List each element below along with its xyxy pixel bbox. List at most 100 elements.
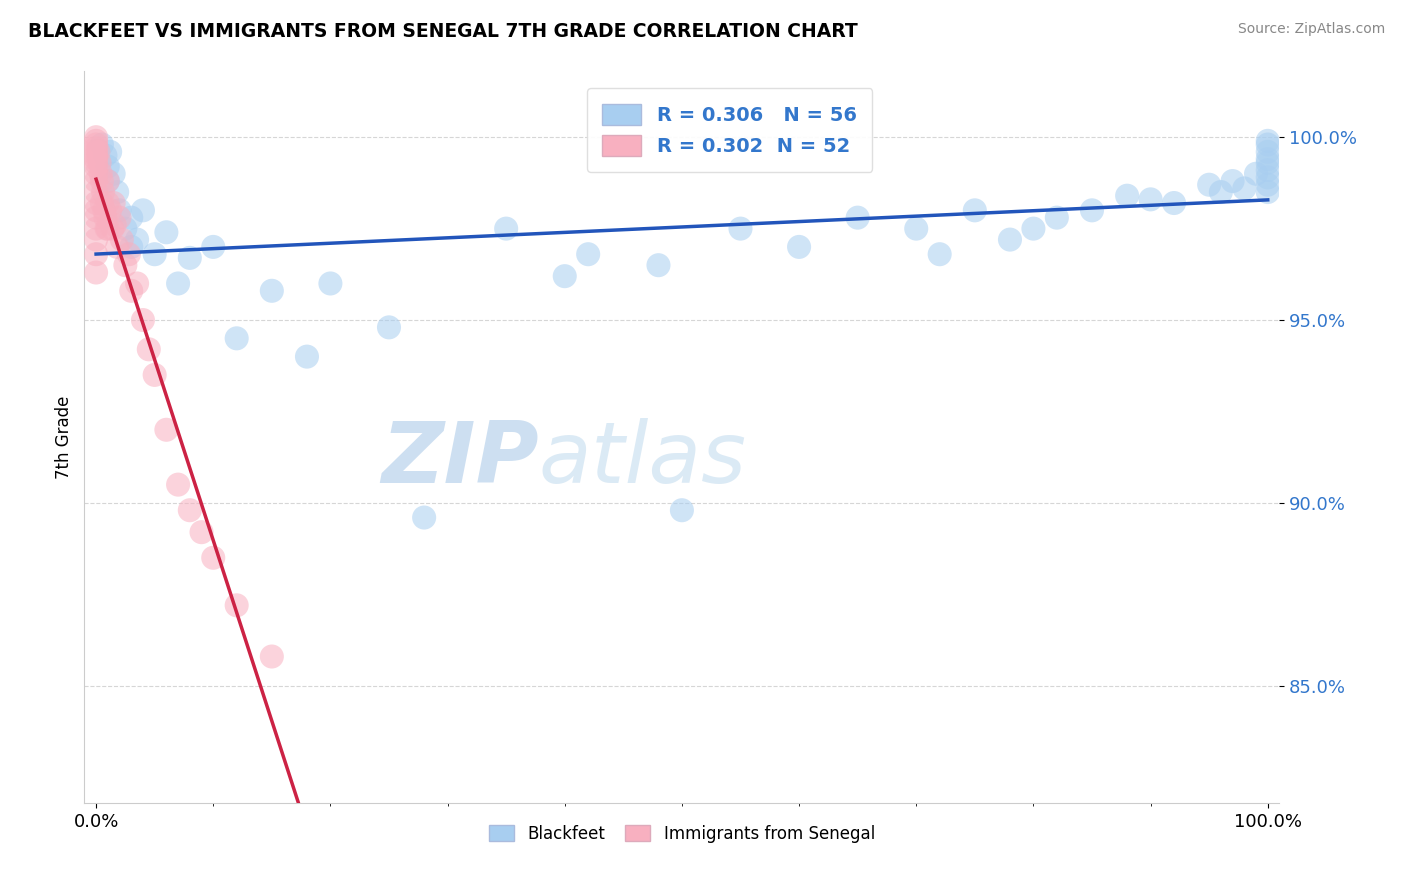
Point bbox=[1257, 178, 1279, 192]
Point bbox=[101, 221, 124, 235]
Point bbox=[202, 240, 225, 254]
Point bbox=[1198, 178, 1220, 192]
Point bbox=[1257, 163, 1279, 178]
Point bbox=[84, 196, 107, 211]
Point bbox=[111, 233, 134, 247]
Point bbox=[576, 247, 599, 261]
Point bbox=[1139, 193, 1161, 207]
Point bbox=[97, 174, 120, 188]
Point bbox=[84, 247, 107, 261]
Text: Source: ZipAtlas.com: Source: ZipAtlas.com bbox=[1237, 22, 1385, 37]
Point bbox=[84, 148, 107, 162]
Point bbox=[1257, 137, 1279, 152]
Point bbox=[114, 221, 136, 235]
Point bbox=[225, 599, 247, 613]
Point bbox=[97, 160, 120, 174]
Point bbox=[1046, 211, 1069, 225]
Point bbox=[84, 185, 107, 199]
Point bbox=[98, 145, 121, 159]
Point bbox=[97, 196, 120, 211]
Point bbox=[1116, 188, 1139, 202]
Text: BLACKFEET VS IMMIGRANTS FROM SENEGAL 7TH GRADE CORRELATION CHART: BLACKFEET VS IMMIGRANTS FROM SENEGAL 7TH… bbox=[28, 22, 858, 41]
Point bbox=[118, 247, 141, 261]
Point bbox=[84, 167, 107, 181]
Point bbox=[963, 203, 986, 218]
Point bbox=[98, 203, 121, 218]
Point bbox=[120, 284, 142, 298]
Point bbox=[260, 284, 283, 298]
Point bbox=[97, 221, 120, 235]
Point bbox=[127, 277, 149, 291]
Point bbox=[84, 233, 107, 247]
Point bbox=[103, 196, 125, 211]
Point bbox=[1257, 152, 1279, 166]
Point bbox=[1257, 185, 1279, 199]
Point bbox=[167, 277, 190, 291]
Point bbox=[1244, 167, 1267, 181]
Point bbox=[905, 221, 928, 235]
Point bbox=[155, 423, 177, 437]
Point bbox=[84, 266, 107, 280]
Point bbox=[93, 203, 115, 218]
Point bbox=[84, 203, 107, 218]
Point bbox=[928, 247, 950, 261]
Point bbox=[319, 277, 342, 291]
Point bbox=[998, 233, 1021, 247]
Point bbox=[1163, 196, 1185, 211]
Point bbox=[108, 203, 131, 218]
Point bbox=[108, 211, 131, 225]
Point bbox=[103, 167, 125, 181]
Point bbox=[1022, 221, 1045, 235]
Point bbox=[179, 503, 201, 517]
Point bbox=[190, 525, 212, 540]
Legend: Blackfeet, Immigrants from Senegal: Blackfeet, Immigrants from Senegal bbox=[482, 818, 882, 849]
Point bbox=[104, 218, 127, 232]
Point bbox=[155, 225, 177, 239]
Point bbox=[84, 155, 107, 169]
Point bbox=[94, 148, 117, 162]
Point bbox=[225, 331, 247, 345]
Point bbox=[97, 174, 120, 188]
Point bbox=[179, 251, 201, 265]
Point bbox=[413, 510, 436, 524]
Point bbox=[671, 503, 693, 517]
Point bbox=[143, 247, 166, 261]
Point bbox=[84, 130, 107, 145]
Point bbox=[90, 167, 112, 181]
Point bbox=[105, 185, 128, 199]
Point bbox=[89, 155, 111, 169]
Point bbox=[84, 160, 107, 174]
Point bbox=[84, 137, 107, 152]
Text: atlas: atlas bbox=[538, 417, 747, 500]
Point bbox=[96, 221, 118, 235]
Point bbox=[202, 550, 225, 565]
Point bbox=[120, 240, 142, 254]
Point bbox=[87, 145, 110, 159]
Point bbox=[730, 221, 752, 235]
Point bbox=[91, 185, 114, 199]
Point bbox=[84, 211, 107, 225]
Point bbox=[846, 211, 869, 225]
Point bbox=[260, 649, 283, 664]
Point bbox=[90, 137, 114, 152]
Point bbox=[554, 269, 576, 284]
Point bbox=[84, 134, 107, 148]
Point bbox=[1257, 170, 1279, 185]
Point bbox=[1222, 174, 1244, 188]
Point bbox=[1257, 134, 1279, 148]
Point bbox=[84, 141, 107, 155]
Point bbox=[495, 221, 517, 235]
Point bbox=[1209, 185, 1232, 199]
Point bbox=[295, 350, 318, 364]
Y-axis label: 7th Grade: 7th Grade bbox=[55, 395, 73, 479]
Point bbox=[84, 174, 107, 188]
Point bbox=[90, 196, 114, 211]
Point bbox=[105, 240, 128, 254]
Point bbox=[1257, 155, 1279, 169]
Point bbox=[84, 152, 107, 166]
Point bbox=[90, 174, 114, 188]
Text: ZIP: ZIP bbox=[381, 417, 538, 500]
Point bbox=[647, 258, 669, 272]
Point bbox=[94, 211, 117, 225]
Point bbox=[138, 343, 160, 357]
